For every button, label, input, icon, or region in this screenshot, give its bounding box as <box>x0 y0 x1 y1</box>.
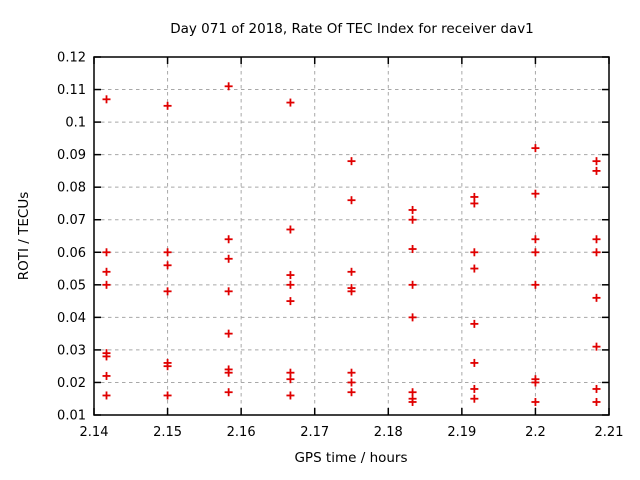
data-point-marker <box>286 280 295 289</box>
data-point-marker <box>286 391 295 400</box>
data-point-marker <box>408 280 417 289</box>
data-point-marker <box>347 378 356 387</box>
data-point-marker <box>470 384 479 393</box>
data-point-marker <box>592 384 601 393</box>
data-point-marker <box>470 199 479 208</box>
data-point-marker <box>531 189 540 198</box>
data-point-marker <box>531 248 540 257</box>
x-tick-label: 2.18 <box>374 425 403 440</box>
data-point-marker <box>347 196 356 205</box>
y-tick-labels: 0.01 0.02 0.03 0.04 0.05 0.06 0.07 0.08 0.09 0.1 0… <box>57 51 86 424</box>
data-point-marker <box>224 287 233 296</box>
x-tick-labels: 2.14 2.15 2.16 2.17 2.18 2.19 2.2 2.21 <box>80 425 624 440</box>
y-tick-label: 0.02 <box>57 376 86 391</box>
data-point-marker <box>224 82 233 91</box>
data-point-marker <box>531 280 540 289</box>
y-axis-label: ROTI / TECUs <box>16 192 32 280</box>
data-point-marker <box>592 235 601 244</box>
data-point-marker <box>286 375 295 384</box>
data-point-marker <box>163 391 172 400</box>
data-point-marker <box>531 378 540 387</box>
x-tick-label: 2.2 <box>525 425 546 440</box>
data-point-marker <box>531 235 540 244</box>
x-tick-label: 2.21 <box>595 425 624 440</box>
data-point-marker <box>531 144 540 153</box>
data-point-marker <box>286 98 295 107</box>
x-tick-label: 2.17 <box>300 425 329 440</box>
data-point-marker <box>224 388 233 397</box>
data-point-marker <box>102 352 111 361</box>
data-point-marker <box>163 362 172 371</box>
data-point-marker <box>102 371 111 380</box>
data-point-marker <box>408 205 417 214</box>
data-point-marker <box>102 248 111 257</box>
y-tick-label: 0.1 <box>65 116 86 131</box>
data-points <box>102 82 601 406</box>
x-axis-label: GPS time / hours <box>294 450 407 466</box>
y-tick-label: 0.05 <box>57 278 86 293</box>
data-point-marker <box>347 267 356 276</box>
data-point-marker <box>102 95 111 104</box>
data-point-marker <box>224 368 233 377</box>
data-point-marker <box>592 293 601 302</box>
data-point-marker <box>163 287 172 296</box>
data-point-marker <box>224 254 233 263</box>
data-point-marker <box>347 388 356 397</box>
data-point-marker <box>470 358 479 367</box>
data-point-marker <box>347 368 356 377</box>
data-point-marker <box>470 394 479 403</box>
data-point-marker <box>224 235 233 244</box>
data-point-marker <box>408 245 417 254</box>
data-point-marker <box>408 215 417 224</box>
data-point-marker <box>286 271 295 280</box>
gridlines <box>94 57 609 415</box>
data-point-marker <box>470 264 479 273</box>
x-tick-label: 2.15 <box>153 425 182 440</box>
y-tick-label: 0.04 <box>57 311 86 326</box>
data-point-marker <box>347 157 356 166</box>
data-point-marker <box>470 248 479 257</box>
data-point-marker <box>408 397 417 406</box>
data-point-marker <box>286 225 295 234</box>
data-point-marker <box>592 248 601 257</box>
y-tick-label: 0.09 <box>57 148 86 163</box>
data-point-marker <box>102 280 111 289</box>
y-tick-label: 0.11 <box>57 83 86 98</box>
x-tick-label: 2.14 <box>80 425 109 440</box>
data-point-marker <box>286 297 295 306</box>
y-tick-label: 0.03 <box>57 343 86 358</box>
data-point-marker <box>592 157 601 166</box>
y-tick-label: 0.07 <box>57 213 86 228</box>
data-point-marker <box>408 313 417 322</box>
data-point-marker <box>163 101 172 110</box>
data-point-marker <box>592 342 601 351</box>
data-point-marker <box>592 397 601 406</box>
y-tick-label: 0.06 <box>57 246 86 261</box>
data-point-marker <box>102 267 111 276</box>
data-point-marker <box>163 248 172 257</box>
tick-marks <box>93 56 610 416</box>
data-point-marker <box>224 329 233 338</box>
data-point-marker <box>347 287 356 296</box>
chart-title: Day 071 of 2018, Rate Of TEC Index for r… <box>170 21 534 37</box>
y-tick-label: 0.01 <box>57 409 86 424</box>
plot-border <box>93 56 610 416</box>
data-point-marker <box>531 397 540 406</box>
data-point-marker <box>592 166 601 175</box>
data-point-marker <box>163 261 172 270</box>
y-tick-label: 0.08 <box>57 181 86 196</box>
data-point-marker <box>470 319 479 328</box>
y-tick-label: 0.12 <box>57 51 86 66</box>
data-point-marker <box>102 391 111 400</box>
x-tick-label: 2.19 <box>447 425 476 440</box>
x-tick-label: 2.16 <box>227 425 256 440</box>
